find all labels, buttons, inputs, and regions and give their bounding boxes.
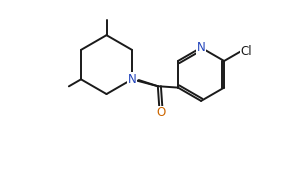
- Text: O: O: [156, 106, 165, 119]
- Text: N: N: [128, 73, 136, 86]
- Text: N: N: [197, 41, 205, 54]
- Text: Cl: Cl: [240, 45, 252, 58]
